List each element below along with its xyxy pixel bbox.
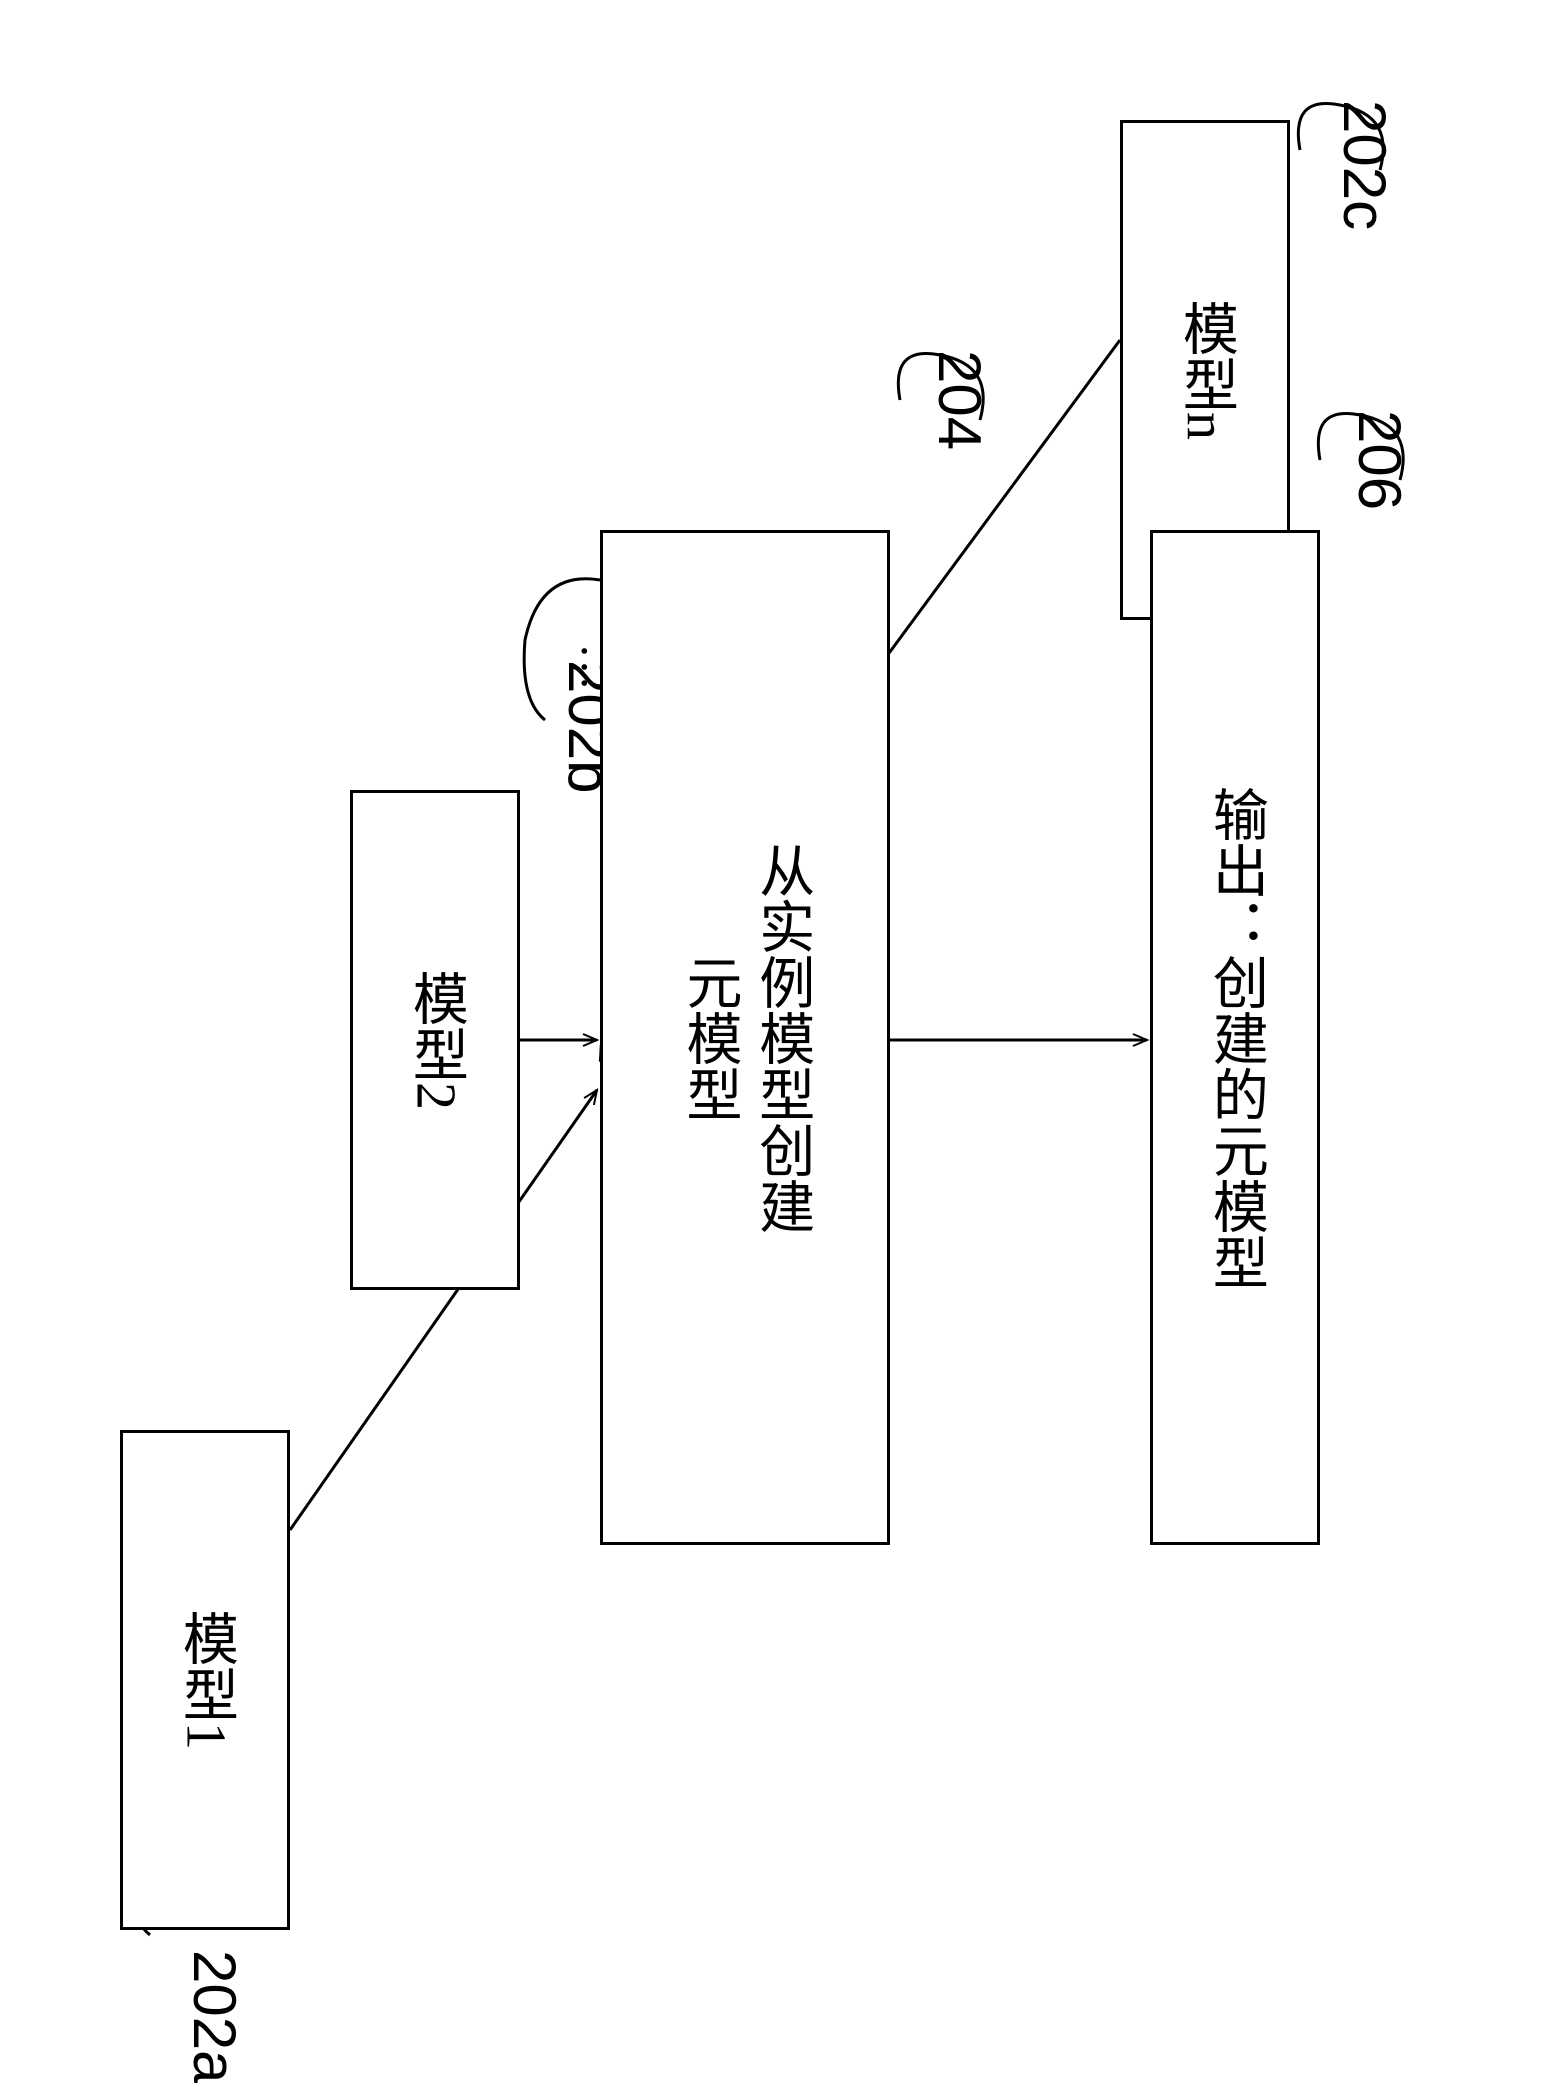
node-model2-label: 模型2 <box>399 970 472 1110</box>
ref-204: 204 <box>925 350 994 450</box>
node-output-label: 输出：创建的元模型 <box>1199 786 1272 1290</box>
node-output: 输出：创建的元模型 <box>1150 530 1320 1545</box>
node-process-label: 从实例模型创建 元模型 <box>672 842 818 1234</box>
ref-206: 206 <box>1345 410 1414 510</box>
node-model1: 模型1 <box>120 1430 290 1930</box>
node-model2: 模型2 <box>350 790 520 1290</box>
node-modeln-label: 模型n <box>1169 300 1242 440</box>
ref-202a: 202a <box>180 1950 249 2083</box>
node-process: 从实例模型创建 元模型 <box>600 530 890 1545</box>
ref-202c: 202c <box>1330 100 1399 230</box>
node-model1-label: 模型1 <box>169 1610 242 1750</box>
